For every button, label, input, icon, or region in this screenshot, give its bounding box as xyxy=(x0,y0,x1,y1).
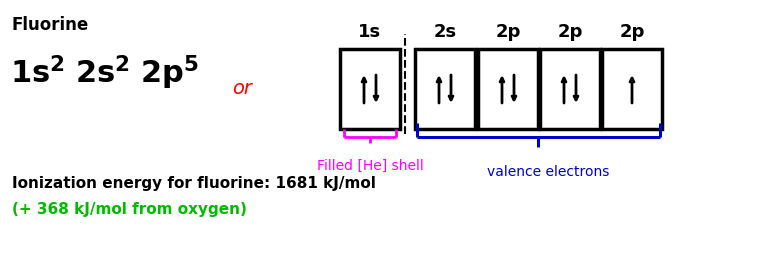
Text: Filled [He] shell: Filled [He] shell xyxy=(317,159,423,173)
Text: valence electrons: valence electrons xyxy=(487,165,610,179)
Bar xyxy=(540,49,600,129)
Text: 1s: 1s xyxy=(359,23,381,41)
Text: 2s: 2s xyxy=(433,23,457,41)
Bar xyxy=(415,49,475,129)
Text: Ionization energy for fluorine: 1681 kJ/mol: Ionization energy for fluorine: 1681 kJ/… xyxy=(12,176,376,191)
Text: 2p: 2p xyxy=(619,23,645,41)
Text: $\mathbf{1s^2\ 2s^2\ 2p^5}$: $\mathbf{1s^2\ 2s^2\ 2p^5}$ xyxy=(10,54,199,92)
Text: Fluorine: Fluorine xyxy=(12,16,89,34)
Text: (+ 368 kJ/mol from oxygen): (+ 368 kJ/mol from oxygen) xyxy=(12,202,247,217)
Bar xyxy=(478,49,538,129)
Bar xyxy=(602,49,662,129)
Bar xyxy=(340,49,400,129)
Text: 2p: 2p xyxy=(557,23,583,41)
Text: or: or xyxy=(232,79,252,98)
Text: 2p: 2p xyxy=(496,23,520,41)
